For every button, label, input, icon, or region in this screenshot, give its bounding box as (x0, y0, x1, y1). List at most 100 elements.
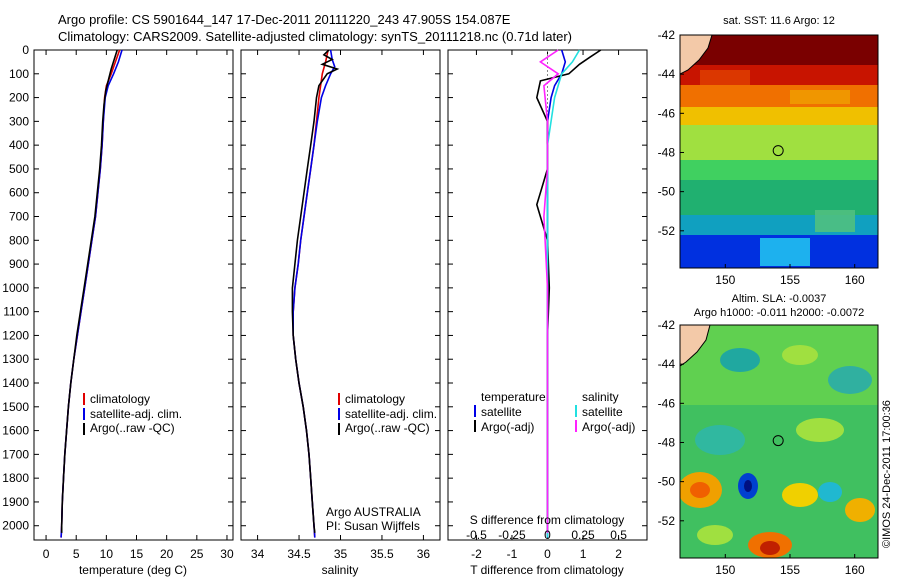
lat-tick-label: -46 (658, 106, 676, 120)
imos-credit: ©IMOS 24-Dec-2011 17:00:36 (881, 400, 893, 548)
x-tick-label: -1 (507, 547, 518, 561)
lon-tick-label: 150 (715, 563, 735, 577)
lat-tick-label: -52 (658, 224, 676, 238)
y-tick-label: 500 (9, 162, 29, 176)
y-tick-label: 700 (9, 210, 29, 224)
salinity-xlabel: salinity (322, 563, 359, 577)
x-tick-label: 36 (417, 547, 431, 561)
x-tick-label: 30 (220, 547, 234, 561)
x-tick-label: 5 (73, 547, 80, 561)
y-tick-label: 1700 (2, 447, 29, 461)
sla-map-panel: Altim. SLA: -0.0037 Argo h1000: -0.011 h… (658, 293, 879, 577)
s-tick-label: 0 (544, 528, 551, 542)
sla-map-subtitle: Argo h1000: -0.011 h2000: -0.0072 (694, 307, 864, 319)
header-line2: Climatology: CARS2009. Satellite-adjuste… (58, 29, 572, 44)
y-tick-label: 100 (9, 67, 29, 81)
x-tick-label: 10 (100, 547, 114, 561)
argo-position-marker (772, 145, 784, 157)
legend-label-argo: Argo(..raw -QC) (345, 421, 430, 435)
coastline-landmass (680, 35, 713, 75)
argo-position-marker (772, 435, 784, 447)
legend-label-t-satellite: satellite (481, 405, 522, 419)
legend-label-t-argo: Argo(-adj) (481, 420, 534, 434)
legend-label-s-argo: Argo(-adj) (582, 420, 635, 434)
legend-title-salinity: salinity (582, 390, 619, 404)
y-tick-label: 900 (9, 257, 29, 271)
sla-map-frame (679, 324, 879, 559)
temperature-axes-frame (33, 49, 234, 541)
lat-tick-label: -52 (658, 514, 676, 528)
header-line1: Argo profile: CS 5901644_147 17-Dec-2011… (58, 12, 511, 27)
y-tick-label: 1600 (2, 424, 29, 438)
x-tick-label: 1 (580, 547, 587, 561)
x-tick-label: 35 (334, 547, 348, 561)
lon-tick-label: 155 (780, 273, 800, 287)
argo-program-label: Argo AUSTRALIA (326, 505, 421, 519)
temperature-series (60, 49, 123, 538)
s-tick-label: -0.25 (498, 528, 526, 542)
sla-map-image (680, 325, 878, 558)
x-tick-label: 0 (544, 547, 551, 561)
y-tick-label: 400 (9, 138, 29, 152)
y-tick-label: 0 (22, 43, 29, 57)
y-tick-label: 1300 (2, 352, 29, 366)
x-tick-label: 0 (43, 547, 50, 561)
sst-map-axes: -42 -44 -46 -48 -50 -52 150 155 160 (658, 28, 865, 287)
legend-label-s-satellite: satellite (582, 405, 623, 419)
series-line-s-argo-adj- (538, 49, 560, 533)
x-tick-label: 2 (615, 547, 622, 561)
x-tick-label: 15 (130, 547, 144, 561)
difference-legend: temperature salinity satellite Argo(-adj… (474, 390, 635, 434)
s-tick-label: 0.5 (610, 528, 627, 542)
depth-axis: 0100200300400500600700800900100011001200… (2, 43, 234, 561)
series-line-argo-raw-qc- (291, 49, 340, 533)
sst-map-panel: sat. SST: 11.6 Argo: 12 -42-44-46-48-50-… (658, 15, 879, 287)
x-tick-label: -2 (471, 547, 482, 561)
lat-tick-label: -48 (658, 435, 676, 449)
coastline-landmass (680, 325, 711, 367)
pi-name-label: PI: Susan Wijffels (326, 519, 420, 533)
sla-map-title: Altim. SLA: -0.0037 (732, 293, 827, 305)
legend-title-temperature: temperature (481, 390, 546, 404)
y-tick-label: 300 (9, 114, 29, 128)
s-tick-label: -0.5 (466, 528, 487, 542)
sst-map-frame (679, 34, 879, 269)
lat-tick-label: -50 (658, 475, 676, 489)
legend-label-argo: Argo(..raw -QC) (90, 421, 175, 435)
t-difference-xlabel: T difference from climatology (470, 563, 624, 577)
difference-panel: -2 -1 0 1 2 T difference from climatology S … (447, 49, 648, 577)
x-tick-label: 34.5 (287, 547, 311, 561)
lat-tick-label: -42 (658, 318, 676, 332)
y-tick-label: 1500 (2, 400, 29, 414)
y-tick-label: 1800 (2, 471, 29, 485)
y-tick-label: 200 (9, 91, 29, 105)
lon-tick-label: 160 (845, 273, 865, 287)
legend-label-climatology: climatology (345, 392, 405, 406)
y-tick-label: 2000 (2, 519, 29, 533)
temperature-legend: climatology satellite-adj. clim. Argo(..… (83, 392, 182, 435)
legend-label-climatology: climatology (90, 392, 150, 406)
lat-tick-label: -44 (658, 357, 676, 371)
temperature-panel: 0100200300400500600700800900100011001200… (2, 43, 234, 577)
y-tick-label: 1400 (2, 376, 29, 390)
x-tick-label: 35.5 (370, 547, 394, 561)
salinity-panel: 34 34.5 35 35.5 36 salinity climatology sate… (240, 49, 441, 577)
y-tick-label: 600 (9, 186, 29, 200)
x-tick-label: 25 (190, 547, 204, 561)
lon-tick-label: 160 (845, 563, 865, 577)
lon-tick-label: 150 (715, 273, 735, 287)
y-tick-label: 800 (9, 233, 29, 247)
y-tick-label: 1100 (3, 305, 29, 319)
lon-tick-label: 155 (780, 563, 800, 577)
x-tick-label: 20 (160, 547, 174, 561)
y-tick-label: 1900 (2, 495, 29, 509)
s-tick-label: 0.25 (571, 528, 595, 542)
lat-tick-label: -50 (658, 185, 676, 199)
temperature-xlabel: temperature (deg C) (79, 563, 187, 577)
y-tick-label: 1200 (2, 328, 29, 342)
salinity-ticks: 34 34.5 35 35.5 36 (241, 49, 440, 561)
salinity-legend: climatology satellite-adj. clim. Argo(..… (338, 392, 437, 435)
lat-tick-label: -48 (658, 145, 676, 159)
s-difference-label: S difference from climatology (470, 513, 625, 527)
